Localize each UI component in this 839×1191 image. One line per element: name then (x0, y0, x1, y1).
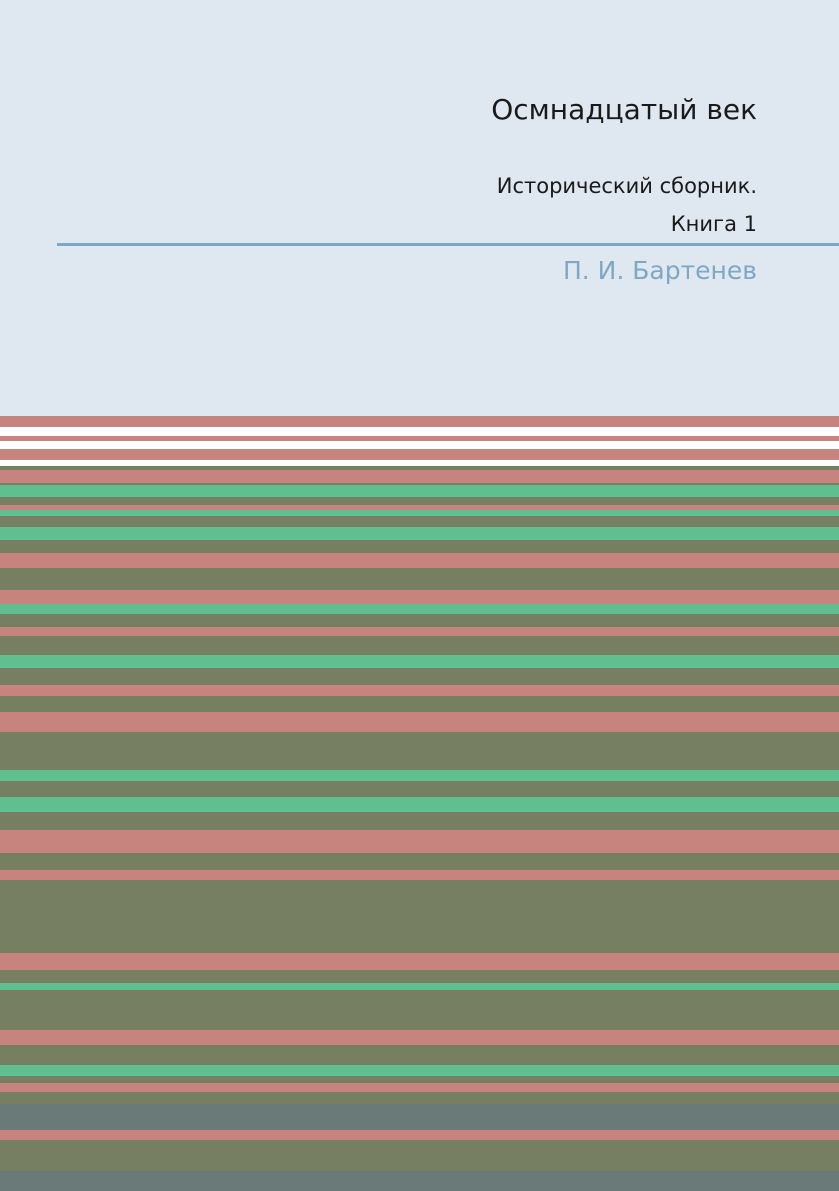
stripe (0, 436, 839, 441)
stripe (0, 1030, 839, 1045)
title: Осмнадцатый век (491, 93, 757, 126)
stripe (0, 505, 839, 510)
stripe (0, 983, 839, 990)
stripe (0, 441, 839, 449)
subtitle: Книга 1 (670, 212, 757, 236)
stripe (0, 953, 839, 970)
stripe (0, 1171, 839, 1191)
stripe (0, 527, 839, 540)
stripe (0, 553, 839, 568)
stripe (0, 427, 839, 436)
stripe (0, 797, 839, 812)
stripe (0, 655, 839, 668)
stripe (0, 485, 839, 497)
stripe (0, 460, 839, 466)
author: П. И. Бартенев (562, 256, 757, 285)
stripe (0, 604, 839, 614)
stripe (0, 870, 839, 880)
stripe (0, 1065, 839, 1076)
stripes (0, 416, 839, 1191)
stripe (0, 1104, 839, 1130)
stripe (0, 510, 839, 516)
divider (57, 243, 839, 246)
stripe (0, 416, 839, 427)
stripe (0, 1130, 839, 1140)
subtitle: Исторический сборник. (496, 174, 757, 198)
stripe (0, 627, 839, 636)
stripe (0, 830, 839, 853)
stripe (0, 712, 839, 732)
stripe (0, 685, 839, 696)
stripe (0, 449, 839, 460)
stripe (0, 590, 839, 604)
stripe (0, 1083, 839, 1092)
stripe (0, 770, 839, 781)
stripe (0, 470, 839, 483)
